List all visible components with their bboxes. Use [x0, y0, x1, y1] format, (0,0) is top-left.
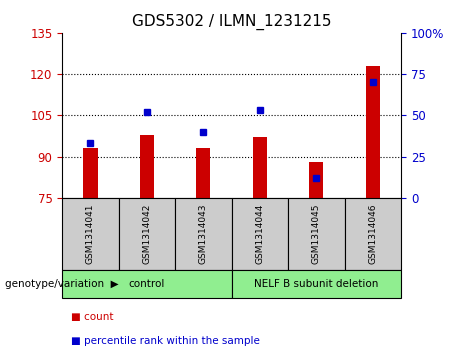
Text: GSM1314042: GSM1314042	[142, 204, 152, 264]
Bar	[366, 66, 380, 198]
Bar	[140, 135, 154, 198]
Bar	[309, 162, 324, 198]
Text: GSM1314045: GSM1314045	[312, 204, 321, 264]
Text: ■ count: ■ count	[71, 312, 114, 322]
Text: GSM1314046: GSM1314046	[368, 204, 378, 264]
Bar	[83, 148, 98, 198]
Bar	[196, 148, 211, 198]
Text: GSM1314043: GSM1314043	[199, 204, 208, 264]
Bar	[253, 137, 267, 198]
Title: GDS5302 / ILMN_1231215: GDS5302 / ILMN_1231215	[132, 14, 331, 30]
Text: GSM1314044: GSM1314044	[255, 204, 265, 264]
Text: NELF B subunit deletion: NELF B subunit deletion	[254, 279, 378, 289]
Text: control: control	[129, 279, 165, 289]
Text: ■ percentile rank within the sample: ■ percentile rank within the sample	[71, 336, 260, 346]
Text: genotype/variation  ▶: genotype/variation ▶	[5, 279, 118, 289]
Text: GSM1314041: GSM1314041	[86, 204, 95, 264]
